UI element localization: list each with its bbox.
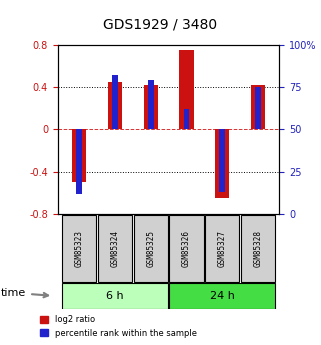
Bar <box>184 109 189 129</box>
Text: GSM85325: GSM85325 <box>146 230 155 267</box>
Text: time: time <box>1 288 48 298</box>
Bar <box>251 85 265 129</box>
Bar <box>179 50 194 129</box>
Bar <box>76 129 82 194</box>
Legend: log2 ratio, percentile rank within the sample: log2 ratio, percentile rank within the s… <box>36 312 200 341</box>
Text: GDS1929 / 3480: GDS1929 / 3480 <box>103 17 218 31</box>
Bar <box>255 87 261 129</box>
Text: 6 h: 6 h <box>106 291 124 301</box>
FancyBboxPatch shape <box>62 215 96 282</box>
Bar <box>72 129 86 182</box>
Bar <box>112 75 118 129</box>
Text: 24 h: 24 h <box>210 291 235 301</box>
FancyBboxPatch shape <box>241 215 275 282</box>
FancyBboxPatch shape <box>98 215 132 282</box>
Text: GSM85324: GSM85324 <box>110 230 119 267</box>
Bar <box>108 82 122 129</box>
Text: GSM85328: GSM85328 <box>253 230 262 267</box>
Text: GSM85326: GSM85326 <box>182 230 191 267</box>
Bar <box>143 85 158 129</box>
Bar <box>215 129 229 198</box>
FancyBboxPatch shape <box>169 283 275 309</box>
FancyBboxPatch shape <box>205 215 239 282</box>
FancyBboxPatch shape <box>62 283 168 309</box>
FancyBboxPatch shape <box>169 215 204 282</box>
FancyBboxPatch shape <box>134 215 168 282</box>
Text: GSM85323: GSM85323 <box>75 230 84 267</box>
Bar <box>148 80 153 129</box>
Bar <box>219 129 225 192</box>
Text: GSM85327: GSM85327 <box>218 230 227 267</box>
